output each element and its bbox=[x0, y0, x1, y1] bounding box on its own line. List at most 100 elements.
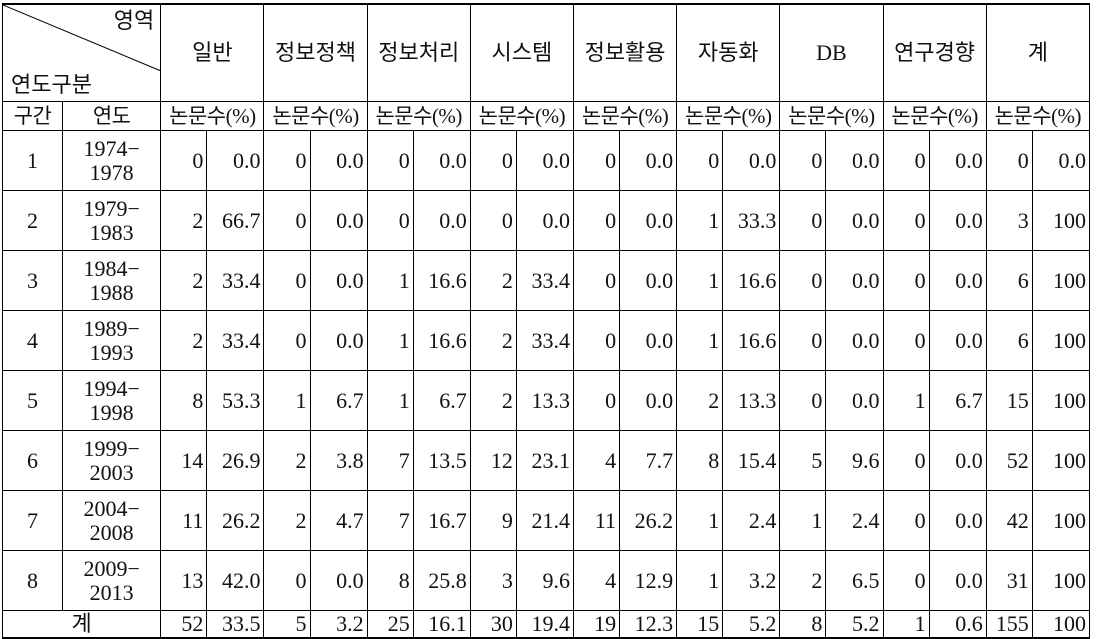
count-cell: 2 bbox=[263, 430, 311, 491]
percent-cell: 16.6 bbox=[722, 250, 781, 311]
percent-cell: 33.5 bbox=[206, 610, 265, 639]
unit-header: 논문수(%) bbox=[160, 101, 265, 131]
total-label: 계 bbox=[1, 610, 162, 639]
area-header: 정보활용 bbox=[572, 3, 678, 102]
percent-cell: 25.8 bbox=[412, 550, 471, 611]
count-cell: 0 bbox=[882, 550, 930, 611]
count-cell: 3 bbox=[469, 550, 517, 611]
area-header: 연구경향 bbox=[882, 3, 987, 102]
count-cell: 1 bbox=[676, 550, 724, 611]
percent-cell: 100 bbox=[1031, 310, 1091, 371]
section-cell: 1 bbox=[1, 130, 64, 191]
count-cell: 7 bbox=[366, 490, 414, 551]
percent-cell: 16.1 bbox=[412, 610, 471, 639]
area-header: 일반 bbox=[160, 3, 265, 102]
count-cell: 0 bbox=[160, 130, 208, 191]
count-cell: 15 bbox=[676, 610, 724, 639]
percent-cell: 0.0 bbox=[309, 190, 368, 251]
period-cell: 1994− 1998 bbox=[62, 370, 162, 431]
count-cell: 19 bbox=[572, 610, 621, 639]
area-header: 정보처리 bbox=[366, 3, 471, 102]
data-row: 8 2009− 2013 13 42.0 0 0.0 8 25.8 3 9.6 4 12.9 1 3.2 2… bbox=[1, 550, 1091, 611]
count-cell: 0 bbox=[263, 130, 311, 191]
percent-cell: 0.0 bbox=[928, 190, 987, 251]
count-cell: 1 bbox=[366, 310, 414, 371]
percent-cell: 100 bbox=[1031, 490, 1091, 551]
period-header: 연도 bbox=[62, 101, 162, 131]
percent-cell: 66.7 bbox=[206, 190, 265, 251]
count-cell: 2 bbox=[160, 310, 208, 371]
count-cell: 2 bbox=[160, 250, 208, 311]
percent-cell: 9.6 bbox=[515, 550, 574, 611]
count-cell: 2 bbox=[676, 370, 724, 431]
period-cell: 1974− 1978 bbox=[62, 130, 162, 191]
section-cell: 6 bbox=[1, 430, 64, 491]
period-cell: 2009− 2013 bbox=[62, 550, 162, 611]
count-cell: 0 bbox=[779, 250, 827, 311]
count-cell: 30 bbox=[469, 610, 517, 639]
table-body: 영역 연도구분 일반 정보정책 정보처리 시스템 정보활용 자동화 DB 연구경향 계 구간 연… bbox=[1, 3, 1091, 639]
count-cell: 2 bbox=[263, 490, 311, 551]
unit-header: 논문수(%) bbox=[779, 101, 884, 131]
count-cell: 11 bbox=[572, 490, 621, 551]
percent-cell: 16.6 bbox=[412, 310, 471, 371]
percent-cell: 3.2 bbox=[309, 610, 368, 639]
count-cell: 1 bbox=[676, 190, 724, 251]
count-cell: 42 bbox=[985, 490, 1033, 551]
unit-header: 논문수(%) bbox=[263, 101, 368, 131]
percent-cell: 0.0 bbox=[722, 130, 781, 191]
count-cell: 0 bbox=[779, 130, 827, 191]
percent-cell: 100 bbox=[1031, 610, 1091, 639]
section-cell: 4 bbox=[1, 310, 64, 371]
count-cell: 15 bbox=[985, 370, 1033, 431]
percent-cell: 0.0 bbox=[309, 130, 368, 191]
count-cell: 13 bbox=[160, 550, 208, 611]
count-cell: 2 bbox=[160, 190, 208, 251]
percent-cell: 0.0 bbox=[619, 130, 678, 191]
percent-cell: 6.7 bbox=[412, 370, 471, 431]
area-header: 계 bbox=[985, 3, 1091, 102]
count-cell: 2 bbox=[469, 310, 517, 371]
subheader-row: 구간 연도 논문수(%) 논문수(%) 논문수(%) 논문수(%) 논문수(%) 논문수(… bbox=[1, 101, 1091, 131]
percent-cell: 16.6 bbox=[722, 310, 781, 371]
count-cell: 8 bbox=[779, 610, 827, 639]
section-cell: 7 bbox=[1, 490, 64, 551]
percent-cell: 26.2 bbox=[619, 490, 678, 551]
percent-cell: 42.0 bbox=[206, 550, 265, 611]
percent-cell: 0.6 bbox=[928, 610, 987, 639]
count-cell: 0 bbox=[469, 190, 517, 251]
count-cell: 2 bbox=[469, 250, 517, 311]
data-table: 영역 연도구분 일반 정보정책 정보처리 시스템 정보활용 자동화 DB 연구경향 계 구간 연… bbox=[1, 3, 1091, 639]
period-cell: 1979− 1983 bbox=[62, 190, 162, 251]
count-cell: 0 bbox=[366, 190, 414, 251]
count-cell: 31 bbox=[985, 550, 1033, 611]
count-cell: 155 bbox=[985, 610, 1033, 639]
percent-cell: 53.3 bbox=[206, 370, 265, 431]
count-cell: 0 bbox=[263, 550, 311, 611]
percent-cell: 0.0 bbox=[309, 550, 368, 611]
percent-cell: 0.0 bbox=[825, 130, 884, 191]
page-body: 영역 연도구분 일반 정보정책 정보처리 시스템 정보활용 자동화 DB 연구경향 계 구간 연… bbox=[1, 3, 1091, 639]
percent-cell: 13.3 bbox=[515, 370, 574, 431]
count-cell: 0 bbox=[779, 190, 827, 251]
period-cell: 1989− 1993 bbox=[62, 310, 162, 371]
area-header: 시스템 bbox=[469, 3, 574, 102]
percent-cell: 6.7 bbox=[928, 370, 987, 431]
percent-cell: 100 bbox=[1031, 550, 1091, 611]
count-cell: 0 bbox=[882, 250, 930, 311]
count-cell: 25 bbox=[366, 610, 414, 639]
count-cell: 1 bbox=[263, 370, 311, 431]
count-cell: 9 bbox=[469, 490, 517, 551]
percent-cell: 0.0 bbox=[309, 310, 368, 371]
data-row: 4 1989− 1993 2 33.4 0 0.0 1 16.6 2 33.4 0 0.0 1 16.6 0… bbox=[1, 310, 1091, 371]
count-cell: 5 bbox=[263, 610, 311, 639]
section-cell: 2 bbox=[1, 190, 64, 251]
count-cell: 0 bbox=[779, 370, 827, 431]
count-cell: 1 bbox=[676, 490, 724, 551]
percent-cell: 0.0 bbox=[206, 130, 265, 191]
count-cell: 0 bbox=[676, 130, 724, 191]
count-cell: 0 bbox=[985, 130, 1033, 191]
count-cell: 0 bbox=[882, 310, 930, 371]
header-row: 영역 연도구분 일반 정보정책 정보처리 시스템 정보활용 자동화 DB 연구경향 계 bbox=[1, 3, 1091, 102]
count-cell: 1 bbox=[366, 370, 414, 431]
